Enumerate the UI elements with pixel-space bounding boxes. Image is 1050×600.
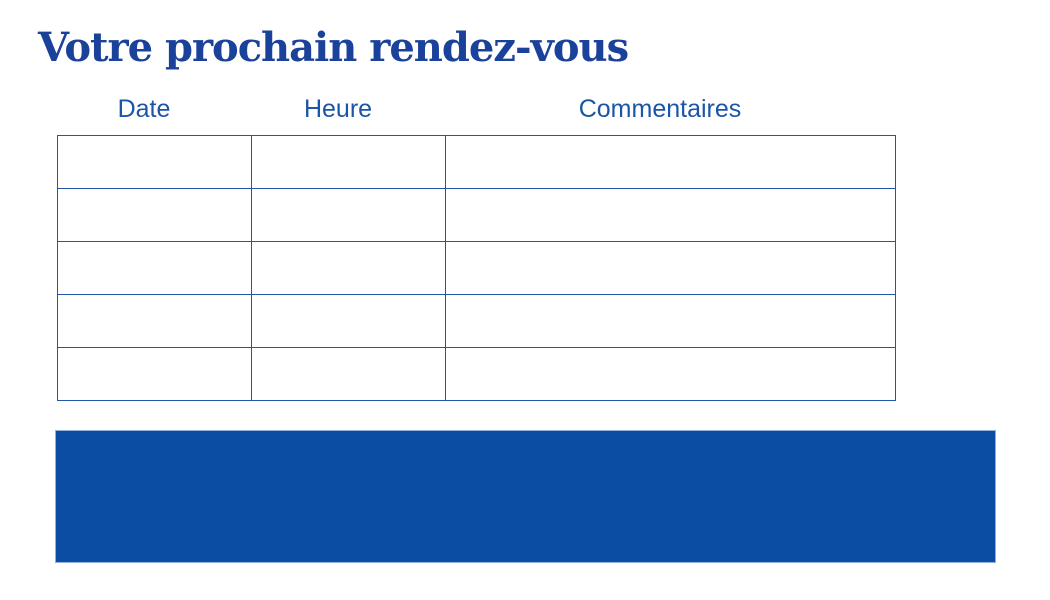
- table-column-headers: Date Heure Commentaires: [47, 94, 885, 124]
- table-cell: [251, 188, 446, 242]
- table-cell: [445, 347, 896, 401]
- table-cell: [445, 188, 896, 242]
- table-cell: [445, 241, 896, 295]
- appointments-table: [57, 135, 896, 401]
- table-cell: [57, 135, 252, 189]
- page-title: Votre prochain rendez-vous: [38, 24, 629, 71]
- table-cell: [445, 135, 896, 189]
- table-row: [57, 188, 896, 242]
- table-row: [57, 294, 896, 348]
- table-cell: [251, 294, 446, 348]
- column-header-date: Date: [117, 95, 171, 123]
- table-cell: [251, 135, 446, 189]
- table-row: [57, 347, 896, 401]
- table-row: [57, 135, 896, 189]
- table-cell: [445, 294, 896, 348]
- appointments-table-body: [57, 135, 896, 401]
- table-row: [57, 241, 896, 295]
- table-cell: [57, 241, 252, 295]
- table-cell: [251, 347, 446, 401]
- footer-band: [55, 430, 996, 563]
- table-cell: [57, 347, 252, 401]
- table-cell: [251, 241, 446, 295]
- table-cell: [57, 188, 252, 242]
- column-header-heure: Heure: [303, 95, 373, 123]
- column-header-commentaires: Commentaires: [578, 95, 742, 123]
- table-cell: [57, 294, 252, 348]
